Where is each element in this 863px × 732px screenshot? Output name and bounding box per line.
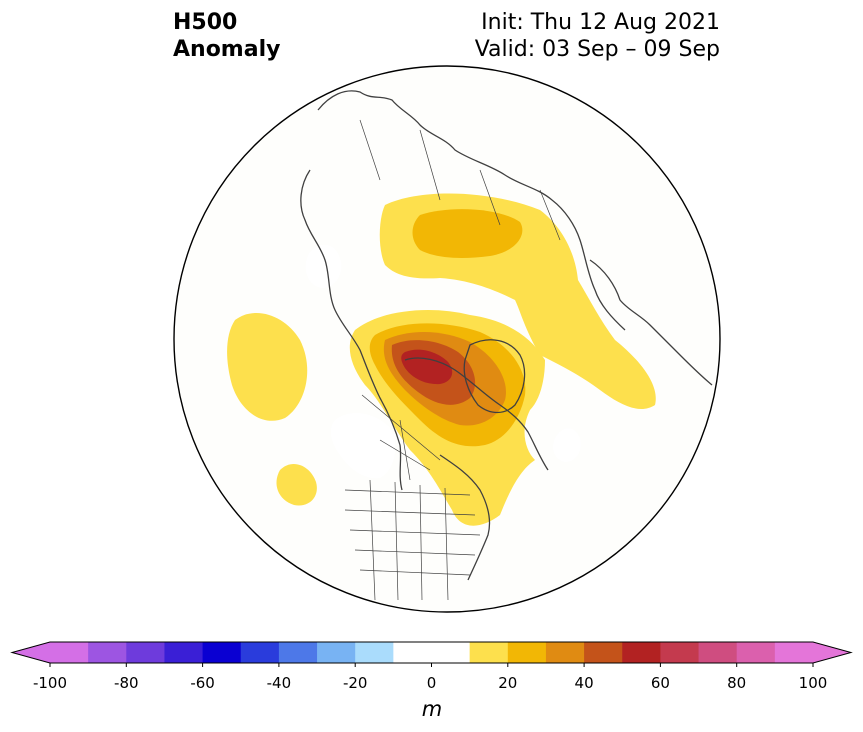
title-block-left: H500 Anomaly	[173, 9, 280, 63]
colorbar-tick-label: 80	[727, 674, 746, 692]
colorbar-bin	[393, 642, 432, 663]
init-date: Init: Thu 12 Aug 2021	[481, 10, 720, 35]
colorbar-tick-label: -60	[190, 674, 215, 692]
colorbar-bins	[50, 642, 814, 663]
colorbar-tick-label: -100	[33, 674, 67, 692]
colorbar-bin	[240, 642, 280, 663]
na-west-coastline	[300, 169, 403, 491]
europe-coastline	[589, 259, 713, 386]
polar-map	[173, 65, 721, 613]
north-pacific-ridge	[227, 312, 308, 421]
title-block-right: Init: Thu 12 Aug 2021 Valid: 03 Sep – 09…	[475, 9, 720, 63]
north-atlantic-trough	[553, 428, 581, 462]
colorbar-bin	[698, 642, 738, 663]
colorbar-tick-label: 20	[498, 674, 517, 692]
anomaly-layer	[227, 193, 656, 526]
colorbar-bin	[317, 642, 356, 663]
globe-outline	[173, 65, 721, 613]
colorbar-tick-label: 100	[799, 674, 828, 692]
siberia-rivers	[359, 119, 561, 241]
eurasia-coastline	[317, 90, 626, 331]
colorbar-bin	[584, 642, 623, 663]
colorbar-bin	[278, 642, 318, 663]
colorbar-extend-high	[813, 642, 851, 663]
colorbar-bin	[469, 642, 509, 663]
colorbar-bin	[507, 642, 547, 663]
na-east-coastline	[439, 454, 491, 581]
colorbar-tick-label: -80	[114, 674, 139, 692]
canadian-arctic-coastline	[404, 357, 549, 471]
colorbar-bin	[202, 642, 242, 663]
colorbar-tick-label: 40	[575, 674, 594, 692]
colorbar-bin	[622, 642, 661, 663]
coastlines	[300, 90, 713, 601]
colorbar-bin	[88, 642, 127, 663]
colorbar-bin	[545, 642, 585, 663]
colorbar-tick-label: -20	[343, 674, 368, 692]
greenland-coastline	[463, 339, 526, 414]
siberia-arctic-ridge-core	[412, 209, 523, 258]
province-borders	[361, 394, 441, 481]
colorbar-bin	[736, 642, 776, 663]
gulf-of-alaska-ridge	[276, 463, 317, 506]
colorbar-bin	[50, 642, 89, 663]
colorbar-ticks: -100 -80 -60 -40 -20 0 20 40 60 80 100	[33, 663, 827, 692]
pacific-northwest-trough	[330, 413, 396, 479]
colorbar-tick-label: 60	[651, 674, 670, 692]
colorbar-bin	[660, 642, 700, 663]
field-type: Anomaly	[173, 37, 281, 62]
colorbar-extend-low	[12, 642, 50, 663]
field-name: H500	[173, 10, 238, 35]
colorbar-bin	[164, 642, 204, 663]
colorbar-bin	[355, 642, 394, 663]
colorbar-bin	[431, 642, 471, 663]
valid-range: Valid: 03 Sep – 09 Sep	[474, 37, 720, 62]
colorbar-tick-label: 0	[427, 674, 437, 692]
colorbar-tick-label: -40	[267, 674, 292, 692]
colorbar-bin	[126, 642, 165, 663]
east-asia-trough	[305, 244, 342, 288]
colorbar-unit: m	[422, 697, 442, 721]
state-borders	[344, 479, 481, 601]
colorbar-bin	[774, 642, 814, 663]
